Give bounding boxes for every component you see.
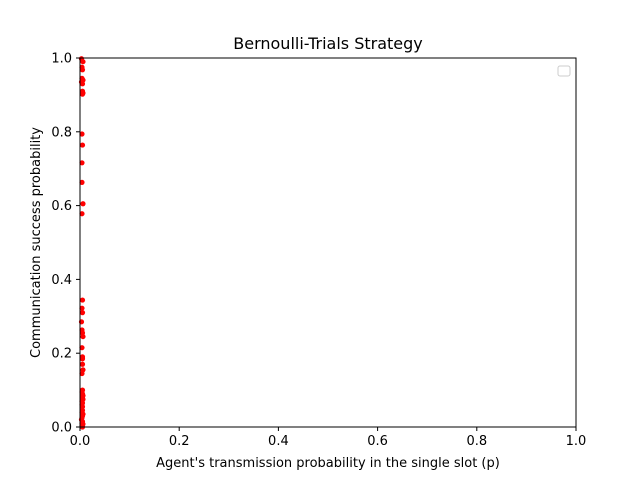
data-point [80, 201, 86, 207]
data-point [79, 160, 85, 166]
x-tick-label: 0.4 [268, 434, 289, 449]
data-point [79, 179, 85, 185]
y-tick-label: 0.6 [51, 199, 72, 214]
x-tick-label: 0.8 [466, 434, 487, 449]
data-point [79, 310, 86, 316]
x-tick-label: 0.2 [169, 434, 190, 449]
data-point [79, 67, 86, 73]
data-point [79, 211, 85, 217]
y-tick-label: 0.2 [51, 347, 72, 362]
x-tick-label: 0.6 [367, 434, 388, 449]
data-point [80, 59, 86, 65]
y-tick-label: 0.8 [51, 125, 72, 140]
x-tick-label: 0.0 [70, 434, 91, 449]
data-point [79, 361, 86, 367]
data-point [79, 297, 86, 303]
y-tick-label: 0.0 [51, 421, 72, 436]
data-point [79, 356, 86, 362]
data-point [79, 91, 86, 97]
plot-frame [79, 57, 577, 428]
y-tick-label: 1.0 [51, 52, 72, 67]
y-tick-label: 0.4 [51, 273, 72, 288]
x-tick-label: 1.0 [566, 434, 587, 449]
data-point [79, 305, 85, 311]
data-point [79, 81, 86, 87]
chart-title: Bernoulli-Trials Strategy [233, 34, 423, 53]
data-point [80, 333, 86, 340]
data-point [79, 142, 86, 148]
y-axis: 0.0 0.2 0.4 0.6 0.8 1.0 [51, 52, 80, 436]
data-point [79, 370, 85, 377]
y-axis-label: Communication success probability [29, 127, 44, 358]
data-point [79, 404, 86, 410]
plot-area [80, 58, 576, 427]
data-point [79, 345, 85, 351]
legend-box [557, 65, 571, 77]
x-axis-label: Agent's transmission probability in the … [156, 456, 500, 471]
data-point [79, 131, 85, 137]
x-axis: 0.0 0.2 0.4 0.6 0.8 1.0 [70, 427, 587, 449]
